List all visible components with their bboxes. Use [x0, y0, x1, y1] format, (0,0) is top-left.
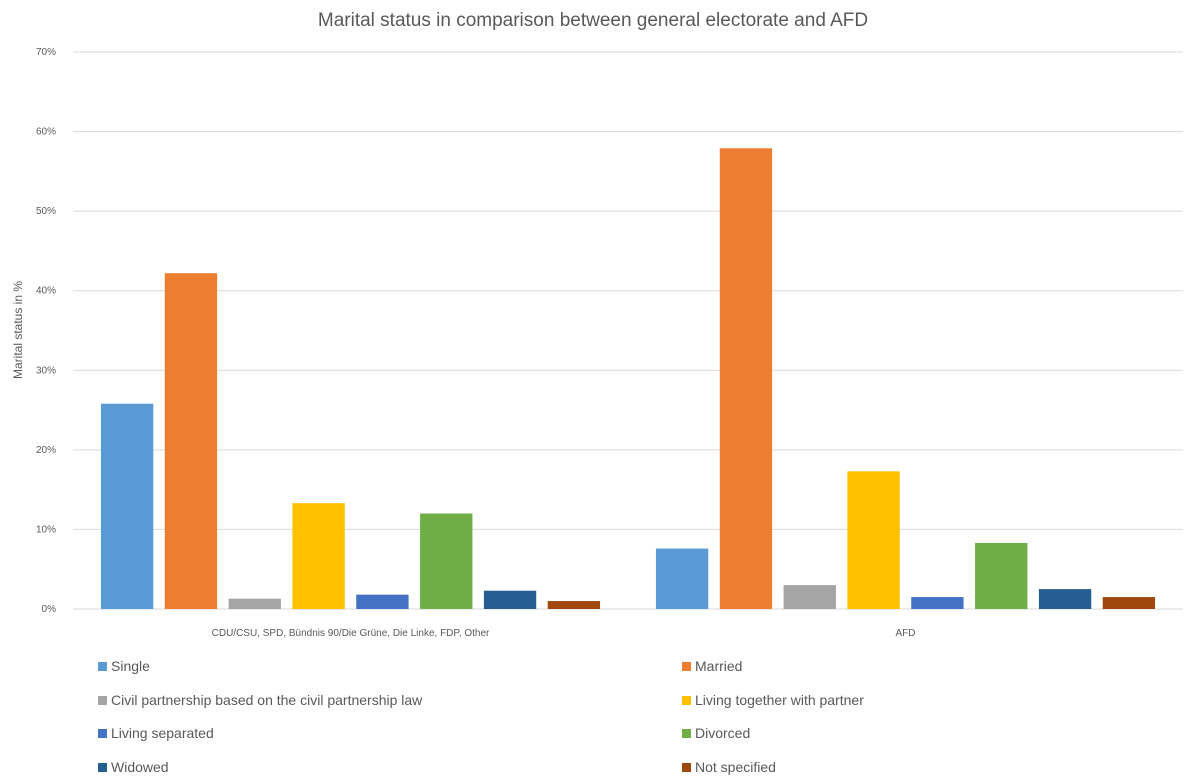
- bar: [975, 542, 1028, 609]
- legend-swatch: [682, 763, 691, 772]
- y-tick-label: 70%: [36, 47, 56, 58]
- legend-swatch: [682, 696, 691, 705]
- y-axis-ticks: 0% 10% 20% 30% 40% 50% 60% 70%: [36, 47, 56, 615]
- bar: [228, 598, 281, 609]
- bar: [911, 597, 964, 609]
- bar: [420, 513, 473, 609]
- legend-swatch: [98, 729, 107, 738]
- bar: [719, 148, 773, 609]
- bar: [292, 503, 345, 609]
- legend-label: Married: [695, 658, 742, 674]
- legend-label: Widowed: [111, 759, 169, 775]
- bar: [847, 471, 900, 609]
- y-tick-label: 0%: [42, 604, 57, 615]
- bar: [1038, 589, 1092, 609]
- bar: [483, 590, 537, 609]
- bar: [356, 594, 409, 609]
- legend-label: Divorced: [695, 725, 750, 741]
- legend-label: Living together with partner: [695, 692, 864, 708]
- bar: [1102, 597, 1156, 609]
- bar: [783, 585, 836, 609]
- legend-swatch: [98, 662, 107, 671]
- legend-label: Single: [111, 658, 150, 674]
- legend-swatch: [98, 763, 107, 772]
- y-axis-title: Marital status in %: [11, 281, 25, 379]
- category-label: AFD: [896, 628, 916, 639]
- y-tick-label: 10%: [36, 524, 56, 535]
- bar: [655, 548, 709, 609]
- gridlines: [73, 51, 1183, 610]
- legend-label: Living separated: [111, 725, 214, 741]
- y-tick-label: 20%: [36, 445, 56, 456]
- category-labels: CDU/CSU, SPD, Bündnis 90/Die Grüne, Die …: [212, 628, 916, 639]
- legend-label: Not specified: [695, 759, 776, 775]
- y-tick-label: 40%: [36, 286, 56, 297]
- category-label: CDU/CSU, SPD, Bündnis 90/Die Grüne, Die …: [212, 628, 490, 639]
- legend: Single Married Civil partnership based on …: [98, 658, 864, 775]
- y-tick-label: 30%: [36, 365, 56, 376]
- legend-swatch: [98, 696, 107, 705]
- legend-label: Civil partnership based on the civil par…: [111, 692, 423, 708]
- y-tick-label: 60%: [36, 127, 56, 138]
- y-tick-label: 50%: [36, 206, 56, 217]
- legend-swatch: [682, 729, 691, 738]
- bar: [100, 403, 154, 609]
- bar: [164, 273, 218, 609]
- bars: [100, 148, 1156, 609]
- bar: [547, 601, 601, 609]
- legend-swatch: [682, 662, 691, 671]
- chart-title: Marital status in comparison between gen…: [318, 10, 868, 31]
